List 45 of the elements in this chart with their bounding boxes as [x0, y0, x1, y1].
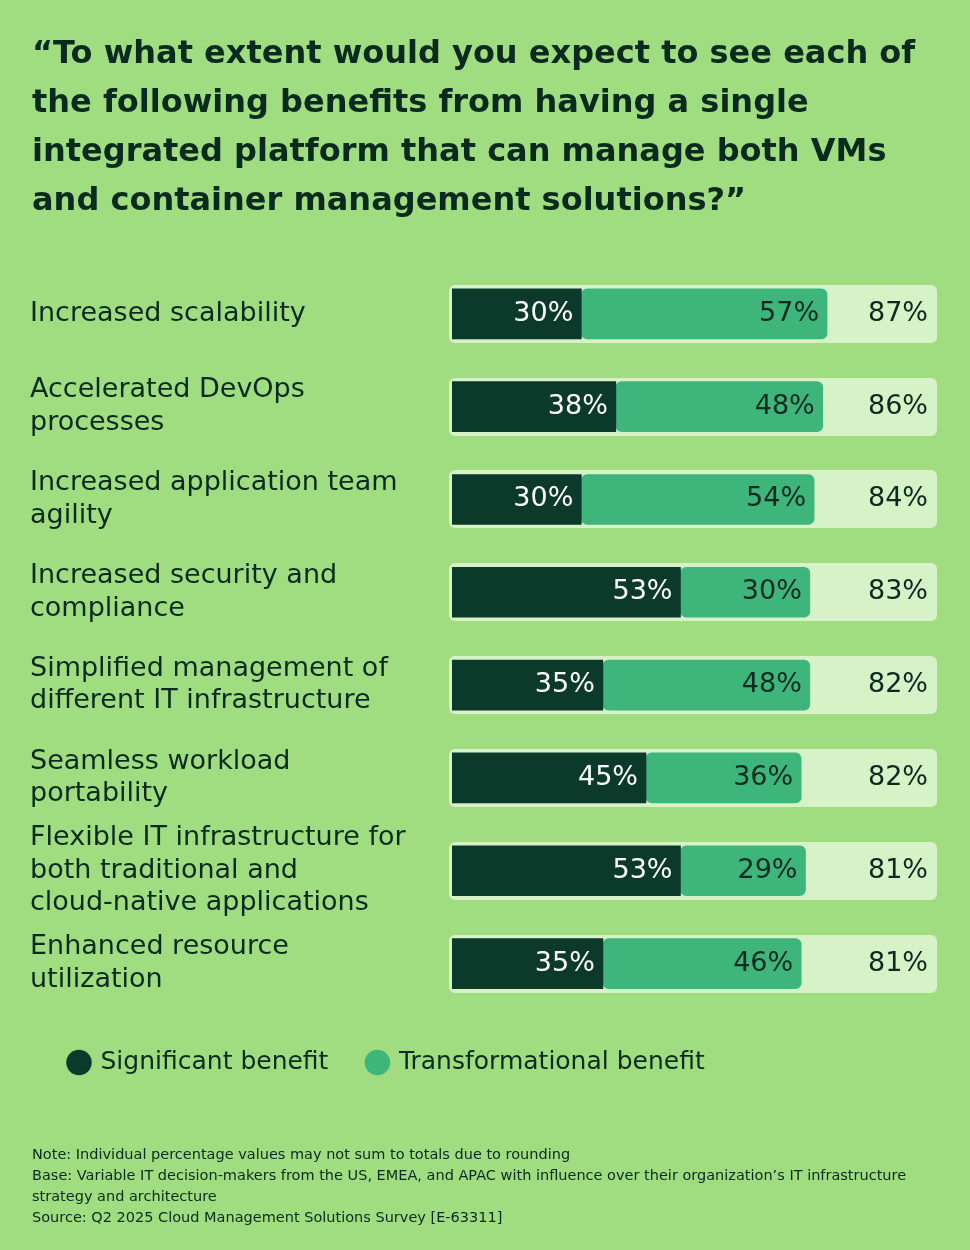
bar: [645, 752, 802, 804]
y-tick-label: Increased application team agility: [30, 465, 398, 529]
total-label: 81%: [867, 852, 928, 884]
data-label: 38%: [547, 388, 608, 420]
data-label: 48%: [741, 667, 802, 699]
data-label: 54%: [746, 481, 807, 513]
text: Base: Variable IT decision-makers from the US, EMEA, and APAC with influence over their organization’s IT infrastructure strategy and architecture: [32, 1166, 908, 1206]
bar: [452, 938, 604, 989]
data-label: 53%: [612, 852, 673, 884]
bar: [452, 474, 582, 525]
data-label: 30%: [513, 481, 574, 513]
chart-title: “To what extent would you expect to see each of the following benefits from having a single integrated platform that can manage both VMs and container management solutions?”: [32, 32, 917, 220]
data-label: 35%: [534, 945, 595, 977]
total-label: 82%: [867, 759, 928, 791]
data-label: 46%: [733, 945, 794, 977]
total-label: 86%: [867, 388, 928, 420]
bar: [680, 845, 806, 897]
total-label: 83%: [867, 574, 928, 606]
text: Note: Individual percentage values may not sum to totals due to rounding: [32, 1145, 572, 1164]
y-tick-label: Simplified management of different IT infrastructure: [30, 650, 390, 715]
data-label: 30%: [741, 574, 802, 606]
total-label: 84%: [867, 481, 928, 513]
source-note: Source: Q2 2025 Cloud Management Solutions Survey [E-63311]: [32, 1208, 504, 1227]
y-tick-label: Accelerated DevOps processes: [30, 372, 305, 436]
y-tick-label: Increased scalability: [30, 295, 306, 327]
legend-label: Significant benefit: [100, 1046, 329, 1075]
y-tick-label: Flexible IT infrastructure for both traditional and cloud-native applications: [30, 820, 407, 917]
data-label: 36%: [733, 759, 794, 791]
data-label: 57%: [759, 295, 820, 327]
bar: [452, 288, 582, 340]
bar: [680, 566, 811, 618]
data-label: 35%: [534, 667, 595, 699]
legend-label: Transformational benefit: [397, 1046, 705, 1075]
total-label: 81%: [867, 945, 928, 977]
total-label: 87%: [867, 295, 928, 327]
data-label: 45%: [577, 759, 638, 791]
data-label: 53%: [612, 574, 673, 606]
data-label: 48%: [754, 388, 815, 420]
data-label: 30%: [513, 295, 574, 327]
data-label: 29%: [737, 852, 798, 884]
y-tick-label: Seamless workload portability: [30, 743, 291, 808]
total-label: 82%: [867, 667, 928, 699]
bar: [452, 659, 604, 711]
y-tick-label: Enhanced resource utilization: [30, 929, 289, 993]
y-tick-label: Increased security and compliance: [30, 558, 338, 622]
